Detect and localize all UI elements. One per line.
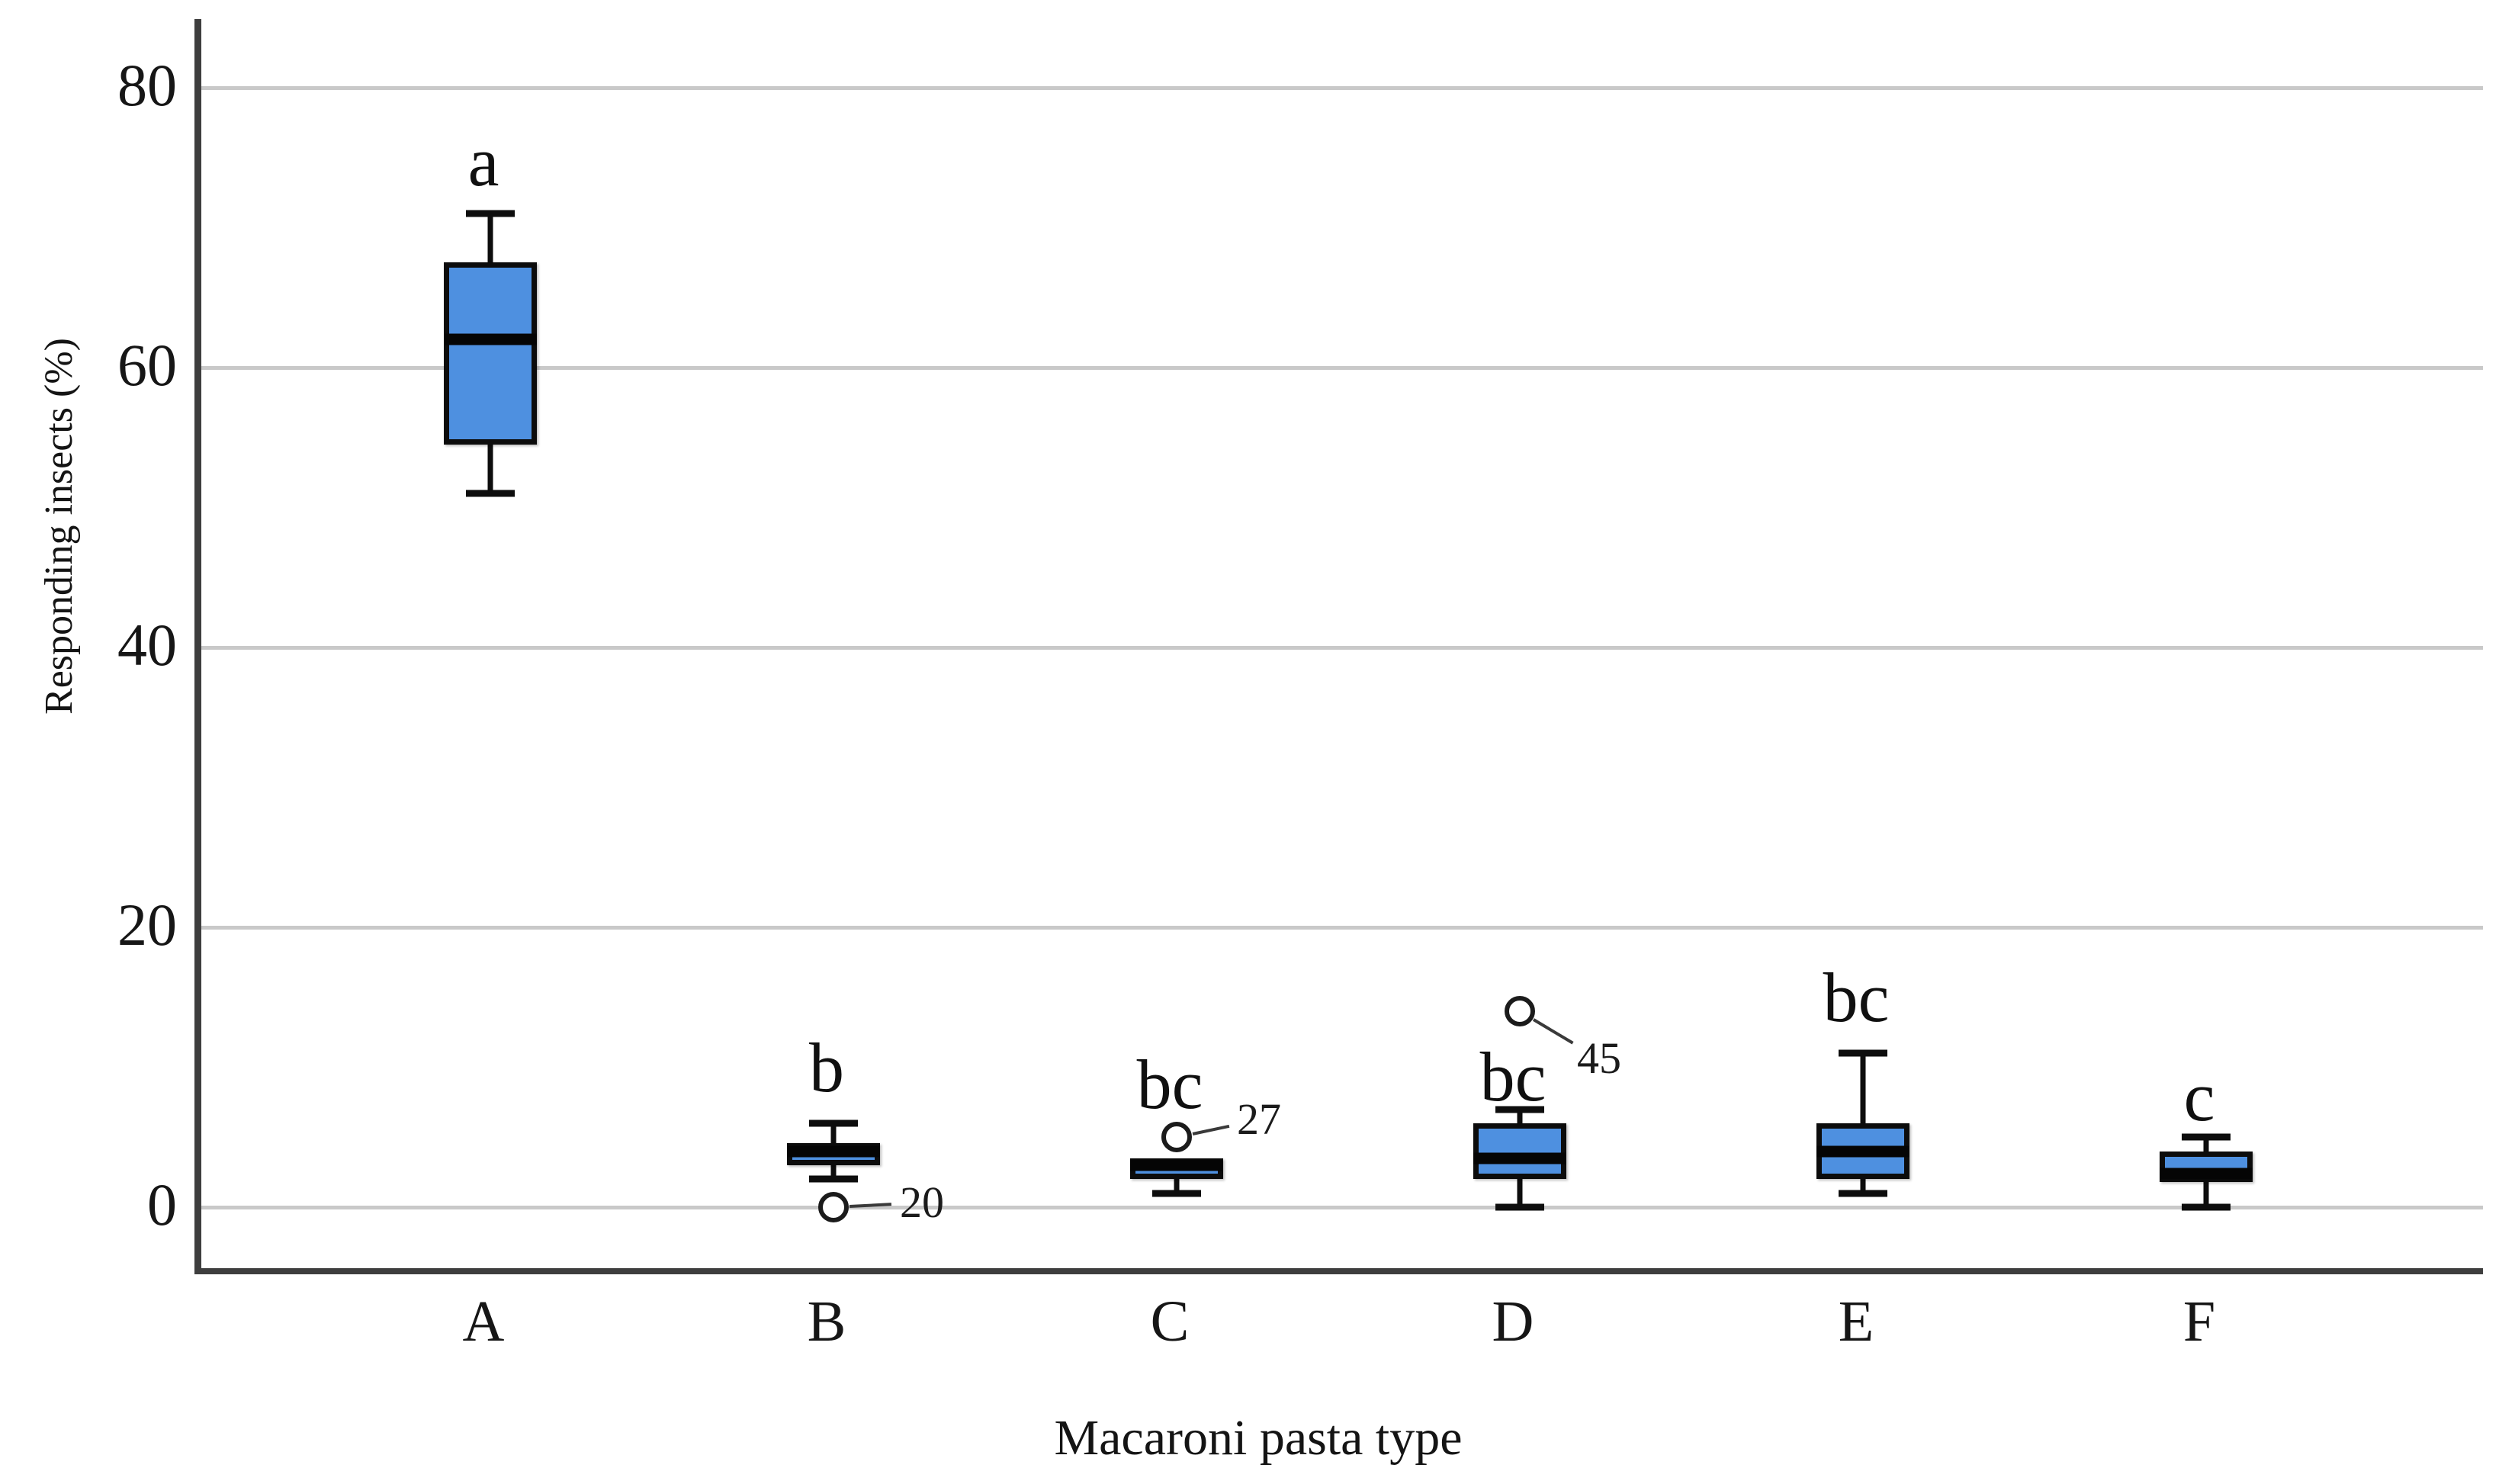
upper-whisker-cap xyxy=(2182,1133,2231,1141)
gridline-y-40 xyxy=(201,646,2483,650)
gridline-y-0 xyxy=(201,1206,2483,1209)
gridline-y-60 xyxy=(201,366,2483,370)
significance-letter-F: c xyxy=(2183,1058,2215,1136)
significance-letter-B: b xyxy=(809,1028,844,1107)
upper-whisker-cap xyxy=(809,1119,858,1127)
lower-whisker-stem xyxy=(830,1164,837,1180)
box-A xyxy=(444,262,537,445)
median-line xyxy=(1130,1159,1223,1171)
lower-whisker-stem xyxy=(1174,1179,1180,1193)
x-category-label-D: D xyxy=(1492,1290,1534,1354)
significance-letter-A: a xyxy=(467,123,499,201)
lower-whisker-stem xyxy=(1860,1179,1866,1193)
upper-whisker-cap xyxy=(1495,1106,1544,1113)
gridline-y-80 xyxy=(201,86,2483,90)
lower-whisker-cap xyxy=(1495,1203,1544,1211)
lower-whisker-cap xyxy=(466,490,515,497)
upper-whisker-stem xyxy=(830,1123,837,1143)
upper-whisker-cap xyxy=(1839,1049,1887,1057)
gridline-y-20 xyxy=(201,926,2483,930)
x-category-label-A: A xyxy=(462,1290,505,1354)
x-category-label-C: C xyxy=(1150,1290,1190,1354)
upper-whisker-stem xyxy=(1517,1109,1523,1123)
significance-letter-E: bc xyxy=(1823,958,1890,1036)
significance-letter-C: bc xyxy=(1136,1045,1203,1123)
outlier-point xyxy=(1505,996,1535,1027)
outlier-label: 20 xyxy=(900,1177,944,1227)
y-tick-label: 80 xyxy=(117,51,177,118)
y-tick-label: 20 xyxy=(117,891,177,958)
outlier-connector xyxy=(1192,1124,1230,1135)
significance-letter-D: bc xyxy=(1479,1038,1546,1116)
x-category-label-E: E xyxy=(1838,1290,1874,1354)
upper-whisker-stem xyxy=(1860,1053,1866,1123)
outlier-label: 27 xyxy=(1237,1094,1281,1145)
plot-area: 20 27 45 xyxy=(194,19,2483,1274)
lower-whisker-stem xyxy=(2203,1181,2209,1207)
x-category-label-F: F xyxy=(2182,1290,2216,1354)
median-line xyxy=(1473,1152,1566,1164)
lower-whisker-cap xyxy=(1152,1190,1201,1197)
lower-whisker-stem xyxy=(1517,1179,1523,1207)
upper-whisker-cap xyxy=(466,210,515,217)
median-line xyxy=(444,333,537,345)
box-D xyxy=(1473,1123,1566,1180)
upper-whisker-stem xyxy=(487,214,493,263)
outlier-point xyxy=(1161,1122,1192,1153)
x-axis-title: Macaroni pasta type xyxy=(1054,1410,1463,1466)
upper-whisker-stem xyxy=(2203,1137,2209,1152)
lower-whisker-cap xyxy=(809,1175,858,1183)
y-tick-label: 60 xyxy=(117,331,177,398)
y-tick-label: 0 xyxy=(147,1171,177,1238)
lower-whisker-cap xyxy=(1839,1190,1887,1197)
outlier-point xyxy=(818,1192,849,1222)
x-category-label-B: B xyxy=(807,1290,846,1354)
lower-whisker-cap xyxy=(2182,1203,2231,1211)
median-line xyxy=(1816,1145,1909,1158)
median-line xyxy=(787,1145,880,1158)
lower-whisker-stem xyxy=(487,444,493,494)
median-line xyxy=(2160,1168,2253,1180)
y-tick-label: 40 xyxy=(117,611,177,678)
outlier-label: 45 xyxy=(1577,1033,1621,1084)
